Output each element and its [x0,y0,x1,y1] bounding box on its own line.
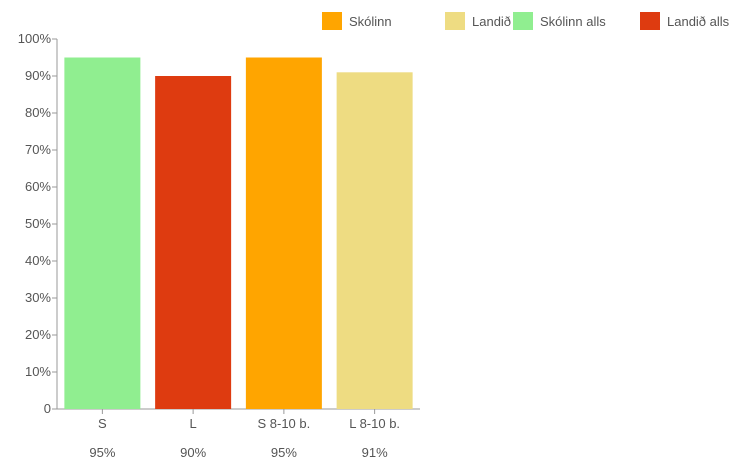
y-tick-label: 10% [25,364,51,379]
bar-3[interactable] [336,72,413,410]
legend-label: Landið alls [667,14,730,29]
y-tick-label: 90% [25,68,51,83]
x-tick-label: L [190,416,197,431]
legend: Skólinn Landið Skólinn alls Landið alls [322,12,730,30]
x-tick-label: L 8-10 b. [349,416,400,431]
y-tick-label: 50% [25,216,51,231]
bar-2[interactable] [245,57,322,410]
y-tick-label: 20% [25,327,51,342]
category-labels: S 95% L 90% S 8-10 b. 95% L 8-10 b. 91% [89,409,400,460]
legend-swatch [513,12,533,30]
y-tick-label: 0 [44,401,51,416]
legend-swatch [640,12,660,30]
legend-swatch [322,12,342,30]
legend-label: Landið [472,14,511,29]
legend-swatch [445,12,465,30]
value-label: 95% [89,445,115,460]
legend-item[interactable]: Landið alls [640,12,730,30]
y-tick-label: 100% [18,31,52,46]
y-tick-label: 70% [25,142,51,157]
y-tick-label: 60% [25,179,51,194]
value-label: 90% [180,445,206,460]
axes: 0 10% 20% 30% 40% 50% 60% 70% 80% 90% 100% [18,31,420,416]
value-label: 95% [271,445,297,460]
bar-1[interactable] [155,76,232,409]
x-tick-label: S [98,416,107,431]
bars [64,57,413,410]
y-tick-label: 80% [25,105,51,120]
x-tick-label: S 8-10 b. [257,416,310,431]
bar-0[interactable] [64,57,141,410]
legend-label: Skólinn [349,14,392,29]
legend-label: Skólinn alls [540,14,606,29]
legend-item[interactable]: Skólinn [322,12,392,30]
y-tick-label: 40% [25,253,51,268]
y-tick-label: 30% [25,290,51,305]
legend-item[interactable]: Landið [445,12,511,30]
value-label: 91% [362,445,388,460]
legend-item[interactable]: Skólinn alls [513,12,606,30]
